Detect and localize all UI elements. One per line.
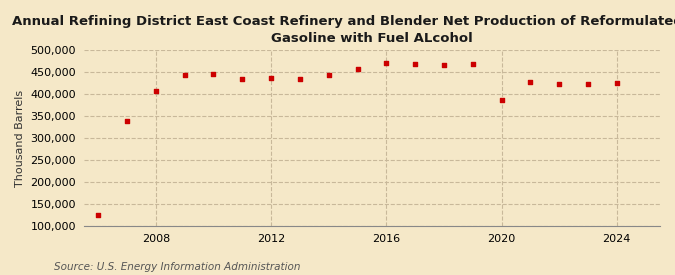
Point: [237, 77, 248, 81]
Point: [554, 81, 564, 86]
Point: [439, 63, 450, 67]
Title: Annual Refining District East Coast Refinery and Blender Net Production of Refor: Annual Refining District East Coast Refi…: [12, 15, 675, 45]
Point: [323, 73, 334, 78]
Point: [294, 77, 305, 81]
Y-axis label: Thousand Barrels: Thousand Barrels: [15, 90, 25, 187]
Point: [151, 89, 161, 93]
Point: [381, 61, 392, 65]
Point: [122, 119, 132, 124]
Point: [208, 72, 219, 76]
Point: [410, 62, 421, 67]
Point: [612, 81, 622, 86]
Point: [93, 213, 104, 217]
Point: [266, 76, 277, 80]
Point: [525, 80, 536, 84]
Point: [180, 73, 190, 78]
Point: [352, 67, 363, 72]
Point: [583, 81, 593, 86]
Point: [496, 98, 507, 103]
Point: [467, 62, 478, 67]
Text: Source: U.S. Energy Information Administration: Source: U.S. Energy Information Administ…: [54, 262, 300, 272]
